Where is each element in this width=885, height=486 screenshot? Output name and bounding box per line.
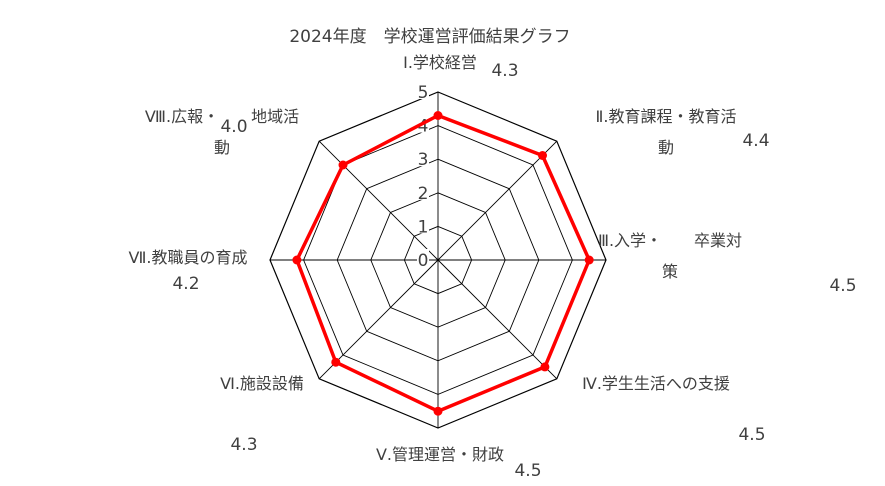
value-label: 4.5	[738, 425, 765, 445]
data-point	[540, 362, 550, 372]
value-label: 4.3	[491, 61, 518, 81]
tick-label-2: 2	[418, 184, 429, 204]
series-layer	[292, 111, 594, 416]
value-label: 4.3	[230, 435, 257, 455]
value-label: 4.2	[172, 274, 199, 294]
value-labels: 4.3 4.4 4.5 4.5 4.5 4.3 4.2 4.0	[172, 61, 856, 481]
grid-spoke	[318, 140, 439, 261]
category-label: Ⅴ.管理運営・財政	[376, 445, 504, 464]
category-label: Ⅰ.学校経営	[403, 53, 477, 72]
data-point	[584, 255, 594, 265]
data-point	[338, 160, 348, 170]
category-label: Ⅶ.教職員の育成	[128, 248, 247, 267]
tick-label-1: 1	[418, 217, 429, 237]
category-label: Ⅳ.学生生活への支援	[582, 374, 730, 393]
tick-label-0: 0	[418, 251, 429, 271]
chart-title: 2024年度 学校運営評価結果グラフ	[289, 27, 570, 47]
value-label: 4.5	[829, 276, 856, 296]
data-point	[331, 357, 341, 367]
category-label: Ⅵ.施設設備	[220, 374, 304, 393]
tick-label-bg	[417, 215, 429, 234]
category-label: 動	[658, 138, 674, 157]
category-label: 策	[662, 262, 678, 281]
data-point	[292, 255, 302, 265]
value-label: 4.0	[220, 117, 247, 137]
tick-label-bg	[417, 249, 429, 267]
data-point	[433, 406, 443, 416]
grid-spoke	[437, 259, 558, 380]
category-label: Ⅱ.教育課程・教育活	[596, 107, 737, 126]
radial-tick-labels: 0 1 2 3 4 5	[417, 81, 429, 271]
tick-label-3: 3	[418, 150, 429, 170]
tick-label-bg	[417, 81, 429, 99]
tick-label-4: 4	[418, 117, 429, 137]
grid-spoke	[437, 140, 558, 261]
value-label: 4.5	[514, 461, 541, 481]
tick-label-5: 5	[418, 83, 429, 103]
data-point	[433, 111, 443, 120]
radar-grid	[269, 91, 607, 429]
tick-label-bg	[417, 148, 429, 167]
value-label: 4.4	[742, 131, 769, 151]
data-point	[538, 151, 547, 160]
category-label: Ⅷ.広報・ 地域活	[145, 107, 299, 126]
category-label: 動	[214, 138, 230, 157]
grid-spoke	[318, 259, 439, 380]
category-label: Ⅲ.入学・ 卒業対	[598, 231, 742, 250]
tick-label-bg	[417, 181, 429, 200]
